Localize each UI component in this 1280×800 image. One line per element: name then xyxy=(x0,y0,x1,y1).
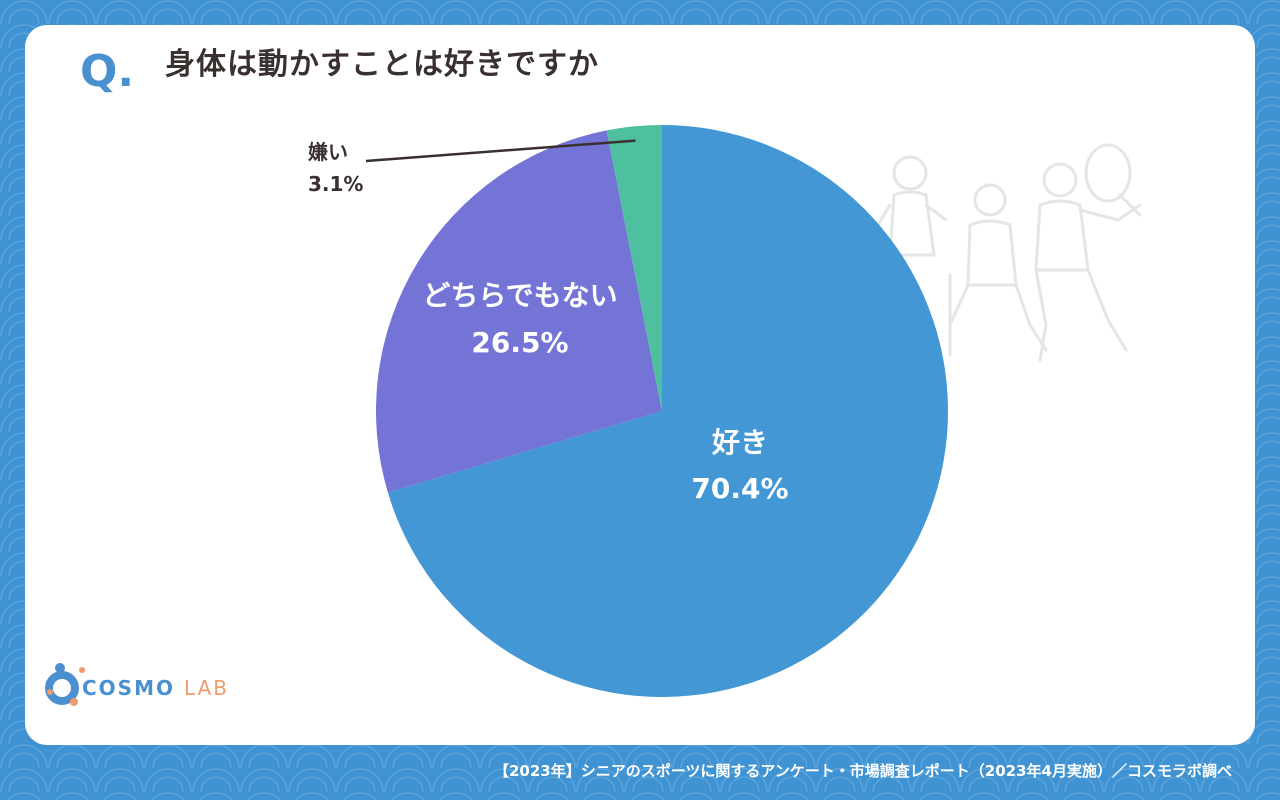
pie-labels: 好き 70.4% どちらでもない 26.5% 嫌い 3.1% xyxy=(308,139,789,505)
slice-value-label: 26.5% xyxy=(471,326,568,359)
cosmo-lab-logo-icon xyxy=(45,663,85,706)
brand-name-sub: LAB xyxy=(183,676,229,700)
question-title: 身体は動かすことは好きですか xyxy=(165,47,599,82)
slice-value-label: 70.4% xyxy=(691,472,788,505)
pie-slice xyxy=(387,125,949,697)
slice-label: どちらでもない xyxy=(422,279,617,312)
slice-label: 好き xyxy=(711,426,768,459)
pie-slice xyxy=(375,130,662,493)
slice-label: 嫌い xyxy=(308,140,348,164)
seniors-illustration-icon xyxy=(870,143,1142,362)
brand-name: COSMO LAB xyxy=(82,676,229,700)
brand-name-main: COSMO xyxy=(82,676,175,700)
question-mark: Q. xyxy=(80,46,135,97)
slice-value-label: 3.1% xyxy=(308,172,363,196)
source-footer: 【2023年】シニアのスポーツに関するアンケート・市場調査レポート（2023年4… xyxy=(493,762,1232,780)
pie-slice xyxy=(606,125,662,411)
leader-line xyxy=(365,139,636,163)
pie-slices xyxy=(375,125,949,697)
